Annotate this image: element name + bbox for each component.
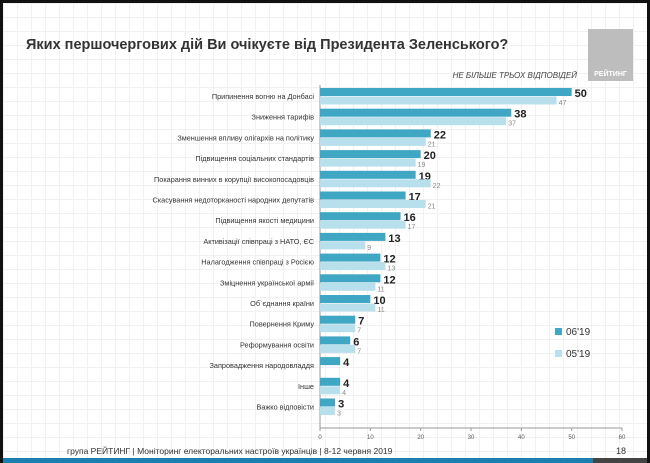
data-label-06-19: 3 xyxy=(338,399,344,411)
chart-subtitle: НЕ БІЛЬШЕ ТРЬОХ ВІДПОВІДЕЙ xyxy=(452,71,577,80)
data-label-05-19: 7 xyxy=(357,348,361,355)
data-label-06-19: 16 xyxy=(404,212,416,224)
bar-06-19 xyxy=(320,232,386,241)
data-label-05-19: 11 xyxy=(377,307,384,314)
category-label: Зміцнення української армії xyxy=(220,278,314,287)
legend-swatch xyxy=(555,328,562,335)
data-label-06-19: 38 xyxy=(514,109,526,121)
data-label-05-19: 4 xyxy=(342,390,346,397)
category-label: Зменшення впливу олігархів на політику xyxy=(177,133,314,142)
bar-05-19 xyxy=(320,179,431,188)
category-label: Покарання винних в корупції високопосадо… xyxy=(154,175,314,184)
bar-06-19 xyxy=(320,88,572,96)
data-label-05-19: 17 xyxy=(408,224,416,231)
bar-05-19 xyxy=(320,344,356,353)
category-label: Зниження тарифів xyxy=(252,113,315,122)
category-label: Підвищення соціальних стандартів xyxy=(195,154,314,163)
bar-06-19 xyxy=(320,295,371,303)
data-label-05-19: 13 xyxy=(387,266,395,273)
x-tick-label: 10 xyxy=(367,435,374,441)
footer-text: група РЕЙТИНГ | Моніторинг електоральних… xyxy=(67,446,393,456)
bar-05-19 xyxy=(320,262,386,271)
data-label-05-19: 11 xyxy=(377,286,384,293)
page-number: 18 xyxy=(616,446,627,456)
data-label-05-19: 47 xyxy=(559,100,567,107)
x-tick-label: 50 xyxy=(568,435,575,441)
footer-bar-dark xyxy=(593,458,647,463)
bar-06-19 xyxy=(320,274,381,283)
logo-text: РЕЙТИНГ xyxy=(594,71,627,78)
data-label-06-19: 20 xyxy=(424,150,436,162)
data-label-06-19: 12 xyxy=(383,274,395,286)
bar-05-19 xyxy=(320,137,426,146)
x-tick-label: 40 xyxy=(518,435,525,441)
category-label: Важко відповісти xyxy=(257,403,315,412)
category-label: Активізації співпраці з НАТО, ЄС xyxy=(203,237,314,246)
data-label-05-19: 22 xyxy=(433,183,441,190)
bar-05-19 xyxy=(320,158,416,167)
category-label: Запровадження народовладдя xyxy=(210,361,315,370)
category-label: Інше xyxy=(298,382,314,391)
bar-05-19 xyxy=(320,96,557,105)
bar-06-19 xyxy=(320,108,512,117)
bar-06-19 xyxy=(320,129,431,138)
data-label-06-19: 7 xyxy=(358,316,364,328)
data-label-06-19: 22 xyxy=(434,129,446,141)
data-label-05-19: 21 xyxy=(428,204,436,211)
bar-06-19 xyxy=(320,357,341,366)
bar-06-19 xyxy=(320,191,406,200)
bar-06-19 xyxy=(320,253,381,262)
category-label: Налагодження співпраці з Росією xyxy=(201,258,314,267)
data-label-06-19: 50 xyxy=(575,88,587,100)
data-label-06-19: 4 xyxy=(343,357,350,369)
bar-05-19 xyxy=(320,303,376,312)
bar-05-19 xyxy=(320,117,507,126)
rating-logo: РЕЙТИНГ xyxy=(588,29,633,81)
category-label: Припинення вогню на Донбасі xyxy=(212,92,315,101)
bar-06-19 xyxy=(320,336,351,345)
category-label: Підвищення якості медицини xyxy=(215,216,314,225)
legend-swatch xyxy=(555,350,562,357)
data-label-06-19: 12 xyxy=(383,254,395,266)
category-label: Скасування недоторканості народних депут… xyxy=(153,196,315,205)
data-label-06-19: 4 xyxy=(343,378,350,390)
bar-05-19 xyxy=(320,282,376,291)
data-label-06-19: 10 xyxy=(373,295,385,307)
category-label: Повернення Криму xyxy=(250,320,315,329)
bar-06-19 xyxy=(320,212,401,221)
data-label-05-19: 7 xyxy=(357,328,361,335)
x-tick-label: 30 xyxy=(468,435,475,441)
bar-06-19 xyxy=(320,377,341,386)
category-label: Об`єднання країни xyxy=(250,299,314,308)
data-label-05-19: 21 xyxy=(428,141,436,148)
bar-06-19 xyxy=(320,315,356,324)
footer-bar xyxy=(3,458,593,463)
bar-05-19 xyxy=(320,386,341,395)
x-tick-label: 0 xyxy=(318,435,322,441)
bar-05-19 xyxy=(320,324,356,333)
data-label-05-19: 3 xyxy=(337,411,341,418)
bar-05-19 xyxy=(320,220,406,229)
bar-05-19 xyxy=(320,200,426,208)
x-tick-label: 20 xyxy=(417,435,424,441)
bar-06-19 xyxy=(320,398,336,407)
bar-05-19 xyxy=(320,241,366,250)
legend-label: 06'19 xyxy=(566,327,591,338)
data-label-05-19: 37 xyxy=(508,121,516,128)
category-label: Реформування освіти xyxy=(240,340,314,349)
legend-label: 05'19 xyxy=(566,349,591,360)
data-label-06-19: 13 xyxy=(388,233,400,245)
data-label-05-19: 9 xyxy=(367,245,371,252)
bar-06-19 xyxy=(320,150,421,159)
bar-06-19 xyxy=(320,170,416,179)
chart-title: Яких першочергових дій Ви очікуєте від П… xyxy=(26,37,509,53)
x-tick-label: 60 xyxy=(619,435,626,441)
data-label-06-19: 6 xyxy=(353,336,359,348)
bar-05-19 xyxy=(320,407,336,415)
data-label-05-19: 19 xyxy=(418,162,426,169)
